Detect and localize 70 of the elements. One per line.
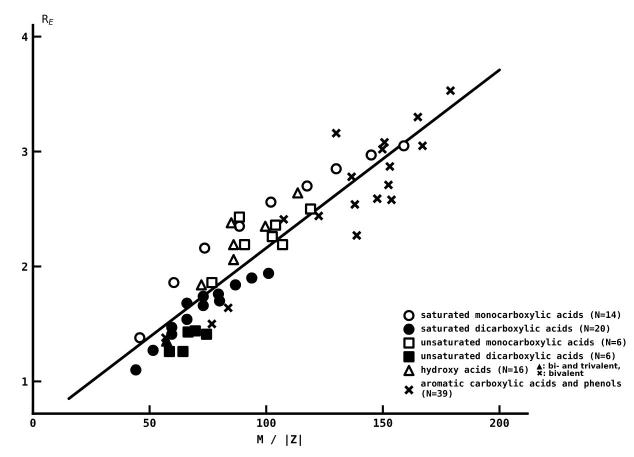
point <box>226 217 237 228</box>
point <box>234 211 246 223</box>
point <box>147 344 159 356</box>
point <box>181 314 193 325</box>
point <box>262 268 274 279</box>
point <box>352 230 362 241</box>
point <box>164 346 176 358</box>
x-tick-label: 50 <box>144 418 156 428</box>
point <box>398 140 410 152</box>
point <box>190 325 201 336</box>
point <box>304 203 316 215</box>
point <box>379 137 390 148</box>
point <box>417 140 428 151</box>
point <box>198 290 209 302</box>
point <box>331 128 342 138</box>
point <box>346 172 357 182</box>
point <box>160 332 171 343</box>
y-tick-label: 4 <box>22 32 28 41</box>
point <box>260 220 271 232</box>
point <box>377 144 388 154</box>
point <box>134 332 146 344</box>
point <box>181 298 193 309</box>
point <box>230 279 242 290</box>
point <box>266 230 278 242</box>
point <box>412 112 423 122</box>
x-tick-label: 100 <box>257 418 276 428</box>
point <box>199 242 210 254</box>
point <box>177 346 189 358</box>
legend-label: unsaturated monocarboxylic acids (N=6) <box>421 338 626 348</box>
point <box>223 302 234 313</box>
y-tick-label: 3 <box>22 148 28 156</box>
point <box>278 214 289 224</box>
point <box>198 300 209 312</box>
point <box>265 196 277 208</box>
point <box>330 163 342 174</box>
y-axis-title: R$_{E}$ <box>42 14 54 25</box>
legend-label: hydroxy acids (N=16) <box>421 365 528 375</box>
point <box>314 210 324 221</box>
point <box>386 194 397 205</box>
point <box>292 187 304 199</box>
point <box>200 328 212 340</box>
point <box>372 194 382 204</box>
point <box>228 239 240 250</box>
point <box>445 86 456 96</box>
legend-label: aromatic carboxylic acids and phenols (N=39) <box>421 379 622 398</box>
point <box>228 254 240 266</box>
point <box>301 180 313 192</box>
y-tick-label: 2 <box>22 262 28 271</box>
point <box>366 149 377 161</box>
point <box>350 199 360 210</box>
point <box>214 295 226 307</box>
x-axis-title: M / |Z| <box>257 434 301 446</box>
point <box>196 279 207 290</box>
legend-label: unsaturated dicarboxylic acids (N=6) <box>421 352 615 361</box>
point <box>206 318 217 330</box>
x-tick-label: 0 <box>30 418 36 428</box>
point <box>276 239 288 250</box>
x-tick-label: 200 <box>490 418 509 428</box>
point <box>383 180 394 190</box>
x-tick-label: 150 <box>374 418 392 428</box>
y-tick-label: 1 <box>22 378 28 386</box>
point <box>384 161 395 172</box>
point <box>130 364 142 376</box>
legend-label: saturated monocarboxylic acids (N=14) <box>421 310 620 320</box>
point <box>270 219 282 231</box>
point <box>168 276 180 288</box>
point <box>238 239 250 250</box>
point <box>206 276 218 288</box>
legend-label: saturated dicarboxylic acids (N=20) <box>421 324 610 334</box>
point <box>246 272 258 284</box>
